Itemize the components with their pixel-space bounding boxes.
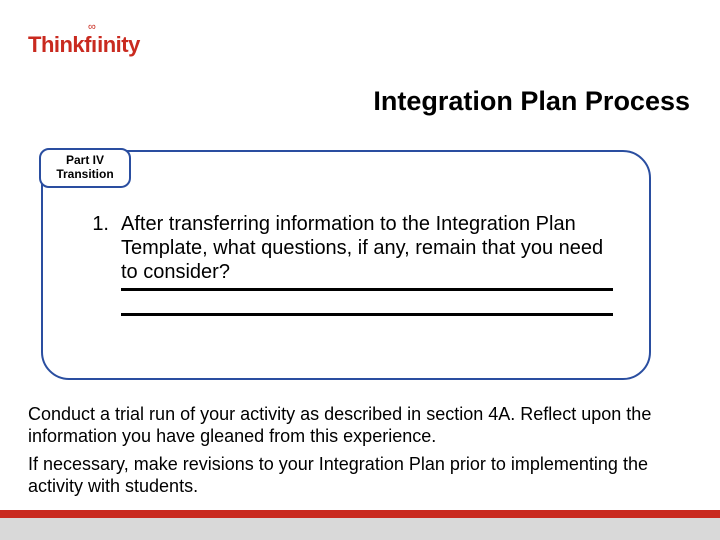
footer-gray-bar [0,518,720,540]
question-number: 1. [83,212,121,284]
blank-line-2 [121,313,613,316]
logo-infinity-wrapper: ∞ ı [91,32,97,58]
logo-think: Think [28,32,84,58]
tab-line2: Transition [56,168,113,182]
logo-f-letter: f [84,32,91,58]
tab-line1: Part IV [56,154,113,168]
paragraph-2: If necessary, make revisions to your Int… [28,454,684,497]
logo-nity: inity [97,32,140,58]
callout-tab: Part IV Transition [39,148,131,188]
callout-box: Part IV Transition 1. After transferring… [41,150,651,380]
logo-i-stem: ı [91,32,97,57]
question-area: 1. After transferring information to the… [83,212,619,316]
footer-red-bar [0,510,720,518]
blank-line-1 [121,288,613,291]
logo: Think f ∞ ı inity [28,32,140,58]
infinity-icon: ∞ [88,21,96,33]
page-title: Integration Plan Process [0,86,690,117]
question-text: After transferring information to the In… [121,212,619,284]
paragraph-1: Conduct a trial run of your activity as … [28,404,684,447]
